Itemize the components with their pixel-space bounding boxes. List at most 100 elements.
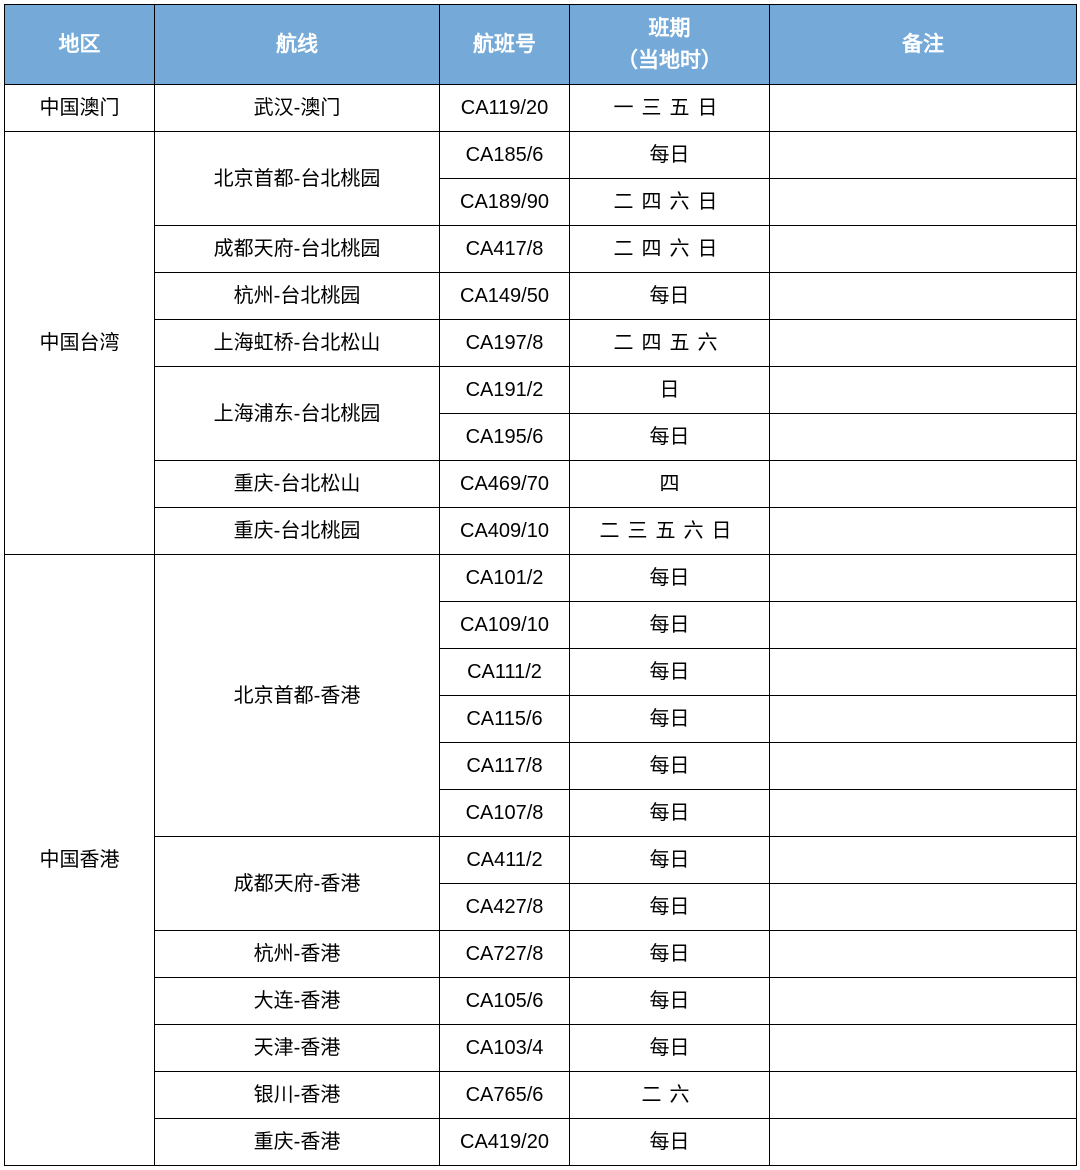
days-cell: 每日: [570, 1025, 770, 1072]
flight-no-cell: CA191/2: [440, 367, 570, 414]
route-cell: 上海虹桥-台北松山: [155, 320, 440, 367]
route-cell: 北京首都-香港: [155, 555, 440, 837]
table-row: 成都天府-台北桃园CA417/8二四六日: [5, 226, 1077, 273]
remark-cell: [770, 1072, 1077, 1119]
table-row: 中国香港北京首都-香港CA101/2每日: [5, 555, 1077, 602]
table-row: 成都天府-香港CA411/2每日: [5, 837, 1077, 884]
remark-cell: [770, 85, 1077, 132]
column-header-0: 地区: [5, 5, 155, 85]
remark-cell: [770, 978, 1077, 1025]
column-header-4: 备注: [770, 5, 1077, 85]
days-cell: 每日: [570, 649, 770, 696]
days-cell: 每日: [570, 1119, 770, 1166]
table-row: 银川-香港CA765/6二六: [5, 1072, 1077, 1119]
remark-cell: [770, 555, 1077, 602]
route-cell: 北京首都-台北桃园: [155, 132, 440, 226]
flight-no-cell: CA109/10: [440, 602, 570, 649]
days-cell: 每日: [570, 837, 770, 884]
route-cell: 武汉-澳门: [155, 85, 440, 132]
remark-cell: [770, 179, 1077, 226]
route-cell: 杭州-香港: [155, 931, 440, 978]
days-cell: 每日: [570, 414, 770, 461]
table-row: 天津-香港CA103/4每日: [5, 1025, 1077, 1072]
days-cell: 每日: [570, 790, 770, 837]
days-cell: 每日: [570, 978, 770, 1025]
days-cell: 二三五六日: [570, 508, 770, 555]
column-header-3: 班期（当地时）: [570, 5, 770, 85]
days-cell: 二四六日: [570, 226, 770, 273]
region-cell: 中国台湾: [5, 132, 155, 555]
days-cell: 每日: [570, 602, 770, 649]
table-row: 重庆-台北桃园CA409/10二三五六日: [5, 508, 1077, 555]
route-cell: 上海浦东-台北桃园: [155, 367, 440, 461]
table-row: 中国台湾北京首都-台北桃园CA185/6每日: [5, 132, 1077, 179]
flight-no-cell: CA419/20: [440, 1119, 570, 1166]
table-row: 中国澳门武汉-澳门CA119/20一三五日: [5, 85, 1077, 132]
flight-no-cell: CA119/20: [440, 85, 570, 132]
flight-no-cell: CA765/6: [440, 1072, 570, 1119]
days-cell: 每日: [570, 884, 770, 931]
column-header-2: 航班号: [440, 5, 570, 85]
flight-no-cell: CA107/8: [440, 790, 570, 837]
table-header: 地区航线航班号班期（当地时）备注: [5, 5, 1077, 85]
remark-cell: [770, 461, 1077, 508]
flight-no-cell: CA103/4: [440, 1025, 570, 1072]
region-cell: 中国香港: [5, 555, 155, 1166]
remark-cell: [770, 226, 1077, 273]
column-header-1: 航线: [155, 5, 440, 85]
flight-no-cell: CA411/2: [440, 837, 570, 884]
remark-cell: [770, 790, 1077, 837]
remark-cell: [770, 696, 1077, 743]
days-cell: 一三五日: [570, 85, 770, 132]
remark-cell: [770, 649, 1077, 696]
flight-no-cell: CA195/6: [440, 414, 570, 461]
days-cell: 二四五六: [570, 320, 770, 367]
days-cell: 二六: [570, 1072, 770, 1119]
table-row: 上海浦东-台北桃园CA191/2日: [5, 367, 1077, 414]
days-cell: 四: [570, 461, 770, 508]
days-cell: 每日: [570, 696, 770, 743]
flight-no-cell: CA185/6: [440, 132, 570, 179]
remark-cell: [770, 743, 1077, 790]
route-cell: 银川-香港: [155, 1072, 440, 1119]
remark-cell: [770, 931, 1077, 978]
remark-cell: [770, 602, 1077, 649]
days-cell: 每日: [570, 555, 770, 602]
remark-cell: [770, 837, 1077, 884]
route-cell: 重庆-台北桃园: [155, 508, 440, 555]
table-row: 重庆-台北松山CA469/70四: [5, 461, 1077, 508]
table-row: 大连-香港CA105/6每日: [5, 978, 1077, 1025]
flight-no-cell: CA727/8: [440, 931, 570, 978]
flight-no-cell: CA469/70: [440, 461, 570, 508]
days-cell: 日: [570, 367, 770, 414]
remark-cell: [770, 1025, 1077, 1072]
days-cell: 二四六日: [570, 179, 770, 226]
table-row: 重庆-香港CA419/20每日: [5, 1119, 1077, 1166]
table-body: 中国澳门武汉-澳门CA119/20一三五日中国台湾北京首都-台北桃园CA185/…: [5, 85, 1077, 1166]
remark-cell: [770, 1119, 1077, 1166]
flight-no-cell: CA115/6: [440, 696, 570, 743]
route-cell: 重庆-香港: [155, 1119, 440, 1166]
table-row: 上海虹桥-台北松山CA197/8二四五六: [5, 320, 1077, 367]
flight-no-cell: CA105/6: [440, 978, 570, 1025]
days-cell: 每日: [570, 931, 770, 978]
flight-no-cell: CA189/90: [440, 179, 570, 226]
flight-no-cell: CA409/10: [440, 508, 570, 555]
flight-no-cell: CA197/8: [440, 320, 570, 367]
table-row: 杭州-台北桃园CA149/50每日: [5, 273, 1077, 320]
flight-no-cell: CA117/8: [440, 743, 570, 790]
route-cell: 大连-香港: [155, 978, 440, 1025]
route-cell: 天津-香港: [155, 1025, 440, 1072]
remark-cell: [770, 414, 1077, 461]
days-cell: 每日: [570, 132, 770, 179]
days-cell: 每日: [570, 743, 770, 790]
remark-cell: [770, 884, 1077, 931]
remark-cell: [770, 132, 1077, 179]
remark-cell: [770, 367, 1077, 414]
flight-no-cell: CA111/2: [440, 649, 570, 696]
remark-cell: [770, 320, 1077, 367]
flight-no-cell: CA417/8: [440, 226, 570, 273]
flight-no-cell: CA427/8: [440, 884, 570, 931]
region-cell: 中国澳门: [5, 85, 155, 132]
flight-no-cell: CA101/2: [440, 555, 570, 602]
